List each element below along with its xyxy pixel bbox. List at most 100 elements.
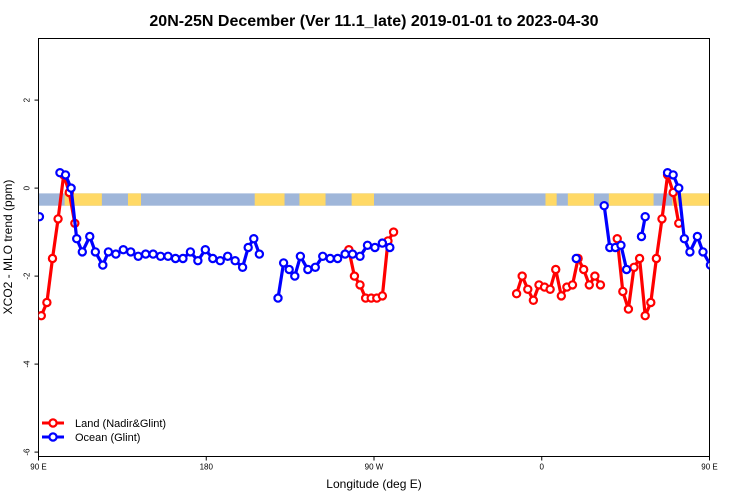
data-point: [742, 253, 749, 260]
data-point: [362, 240, 373, 250]
data-point: [629, 262, 639, 272]
data-point: [303, 264, 313, 275]
land-strip-segment: [672, 193, 710, 206]
series-land: [38, 170, 684, 321]
data-point: [118, 244, 129, 255]
data-point: [325, 253, 335, 264]
data-point: [148, 249, 158, 259]
data-point: [133, 251, 143, 261]
data-point: [200, 244, 211, 255]
land-ocean-strip: [38, 193, 710, 206]
data-point: [640, 311, 650, 321]
data-point: [621, 264, 632, 275]
data-point: [599, 200, 609, 211]
data-point: [290, 271, 300, 281]
data-point: [679, 233, 690, 244]
data-point: [551, 264, 561, 275]
data-point: [370, 242, 380, 253]
data-point: [163, 251, 173, 261]
data-point: [616, 240, 626, 250]
y-tick-label: -4: [23, 360, 32, 368]
data-point: [98, 260, 108, 270]
data-point: [377, 291, 388, 301]
data-point: [140, 249, 151, 259]
data-point: [38, 212, 45, 222]
data-point: [208, 253, 218, 264]
data-point: [685, 247, 695, 257]
data-point: [170, 253, 181, 264]
data-point: [355, 251, 365, 261]
y-axis-label: XCO2 - MLO trend (ppm): [1, 180, 15, 315]
data-point: [651, 253, 662, 264]
data-point: [90, 247, 101, 257]
data-point: [646, 297, 656, 308]
y-tick-label: -2: [23, 272, 32, 280]
data-point: [318, 251, 328, 261]
y-tick-label: -6: [23, 448, 32, 456]
land-strip-segment: [608, 193, 654, 206]
data-point: [636, 231, 647, 242]
data-point: [53, 214, 63, 224]
data-point: [523, 284, 533, 294]
data-point: [178, 253, 188, 264]
x-axis-label: Longitude (deg E): [326, 477, 421, 491]
series-line: [667, 171, 710, 267]
data-point: [720, 251, 727, 258]
data-point: [42, 297, 52, 308]
x-tick-label: 90 E: [30, 463, 46, 472]
data-point: [222, 251, 233, 261]
legend-marker: [48, 432, 58, 442]
land-strip-segment: [351, 193, 374, 206]
data-point: [674, 183, 684, 193]
data-point: [567, 280, 578, 290]
series-line: [515, 256, 602, 302]
data-point: [511, 289, 522, 299]
data-point: [185, 247, 196, 257]
legend-label: Land (Nadir&Glint): [75, 418, 166, 430]
data-point: [111, 249, 121, 259]
x-axis: 90 E 180 90 W 0 90 E: [30, 456, 718, 472]
data-point: [66, 183, 76, 193]
data-point: [698, 247, 708, 257]
data-point: [77, 247, 88, 257]
data-point: [249, 233, 259, 244]
data-point: [60, 170, 71, 180]
data-point: [640, 211, 650, 222]
data-point: [623, 304, 634, 314]
land-strip-segment: [567, 193, 594, 206]
data-point: [618, 286, 628, 297]
data-point: [571, 253, 581, 264]
legend-marker: [48, 418, 58, 428]
legend-label: Ocean (Glint): [75, 432, 140, 444]
chart-title: 20N-25N December (Ver 11.1_late) 2019-01…: [149, 13, 598, 30]
data-point: [692, 231, 703, 242]
data-point: [47, 253, 58, 264]
data-point: [38, 311, 46, 321]
x-tick-label: 90 W: [365, 463, 384, 472]
data-point: [595, 280, 606, 290]
data-point: [155, 251, 166, 261]
y-axis: 2 0 -2 -4 -6: [23, 97, 39, 456]
land-strip-segment: [254, 193, 285, 206]
land-strip-segment: [127, 193, 142, 206]
data-point: [634, 253, 645, 264]
data-point: [340, 249, 350, 259]
data-point: [727, 246, 734, 253]
data-point: [254, 249, 265, 259]
data-point: [556, 291, 567, 301]
data-point: [517, 271, 527, 281]
data-point: [230, 256, 240, 266]
data-point: [237, 262, 248, 272]
y-tick-label: 0: [23, 185, 32, 190]
series-ocean: [38, 167, 749, 303]
data-point: [590, 271, 600, 281]
data-point: [193, 256, 203, 266]
y-tick-label: 2: [23, 97, 32, 102]
data-point: [385, 242, 395, 253]
data-point: [278, 258, 289, 268]
data-point: [72, 233, 82, 244]
data-point: [377, 238, 388, 248]
data-point: [735, 248, 742, 255]
data-point: [388, 227, 399, 237]
